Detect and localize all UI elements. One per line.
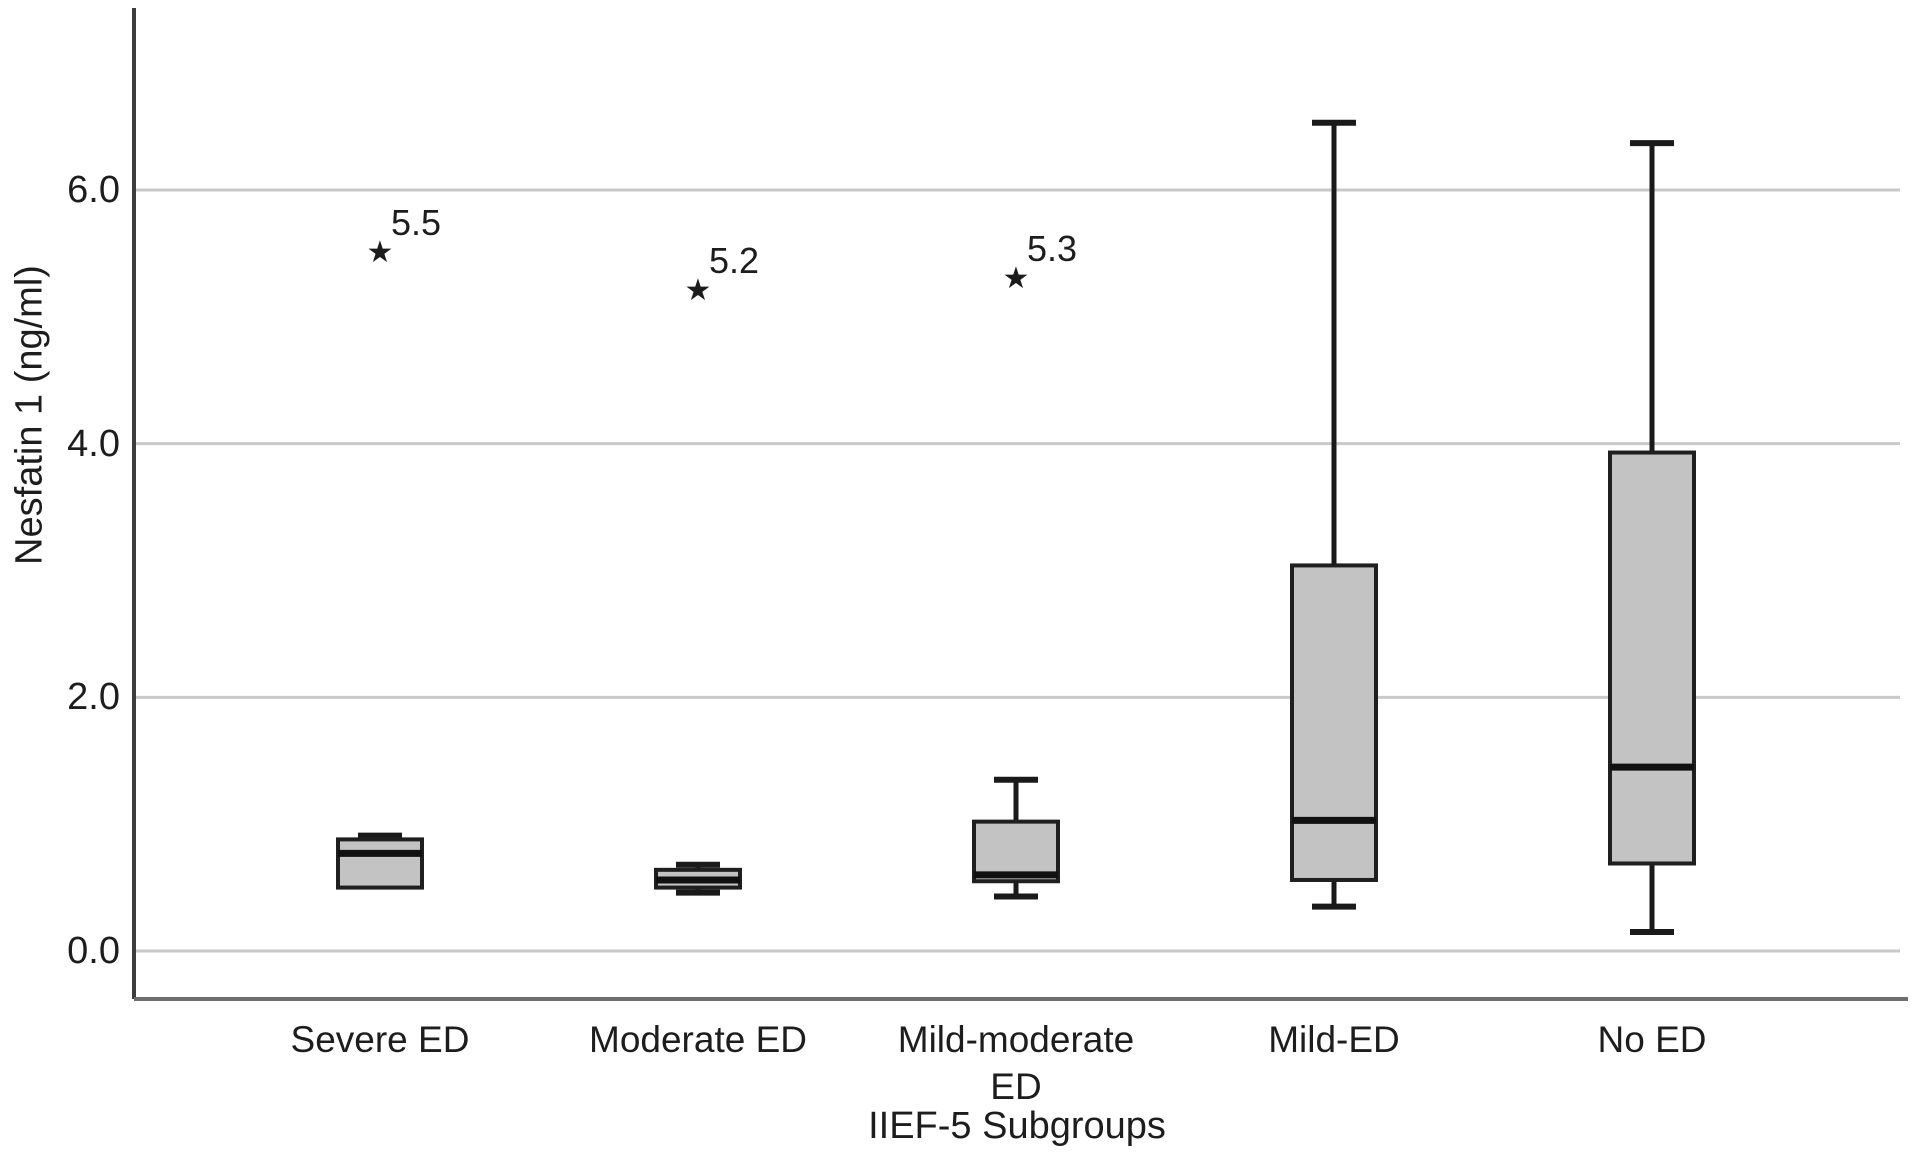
x-category-label-5: No ED (1482, 1016, 1822, 1063)
box-4 (1290, 563, 1378, 882)
x-category-label-3: Mild-moderate ED (846, 1016, 1186, 1110)
x-axis-title: IIEF-5 Subgroups (868, 1105, 1166, 1147)
x-category-label-line: ED (990, 1066, 1042, 1107)
x-category-label-line: Mild-ED (1268, 1019, 1400, 1060)
y-tick-label-4.0: 4.0 (67, 422, 120, 465)
x-category-label-line: Moderate ED (589, 1019, 807, 1060)
y-tick-label-6.0: 6.0 (67, 169, 120, 211)
x-category-label-line: No ED (1597, 1019, 1707, 1060)
y-axis-title: Nesfatin 1 (ng/ml) (8, 265, 51, 565)
y-tick-label-2.0: 2.0 (67, 676, 120, 719)
x-category-label-4: Mild-ED (1164, 1016, 1504, 1063)
outlier-star-marker: ★ (684, 274, 712, 308)
x-category-label-2: Moderate ED (528, 1016, 868, 1063)
box-3 (972, 819, 1060, 884)
x-category-label-line: Severe ED (290, 1019, 470, 1060)
outlier-value-label: 5.2 (708, 240, 760, 282)
box-5 (1608, 450, 1696, 866)
outlier-star-marker: ★ (366, 236, 394, 270)
box-1 (336, 837, 424, 890)
outlier-star-marker: ★ (1002, 261, 1030, 295)
y-tick-label-0.0: 0.0 (67, 930, 120, 972)
x-category-label-1: Severe ED (210, 1016, 550, 1063)
outlier-value-label: 5.5 (390, 202, 442, 244)
outlier-value-label: 5.3 (1026, 227, 1078, 269)
x-category-label-line: Mild-moderate (897, 1019, 1135, 1060)
